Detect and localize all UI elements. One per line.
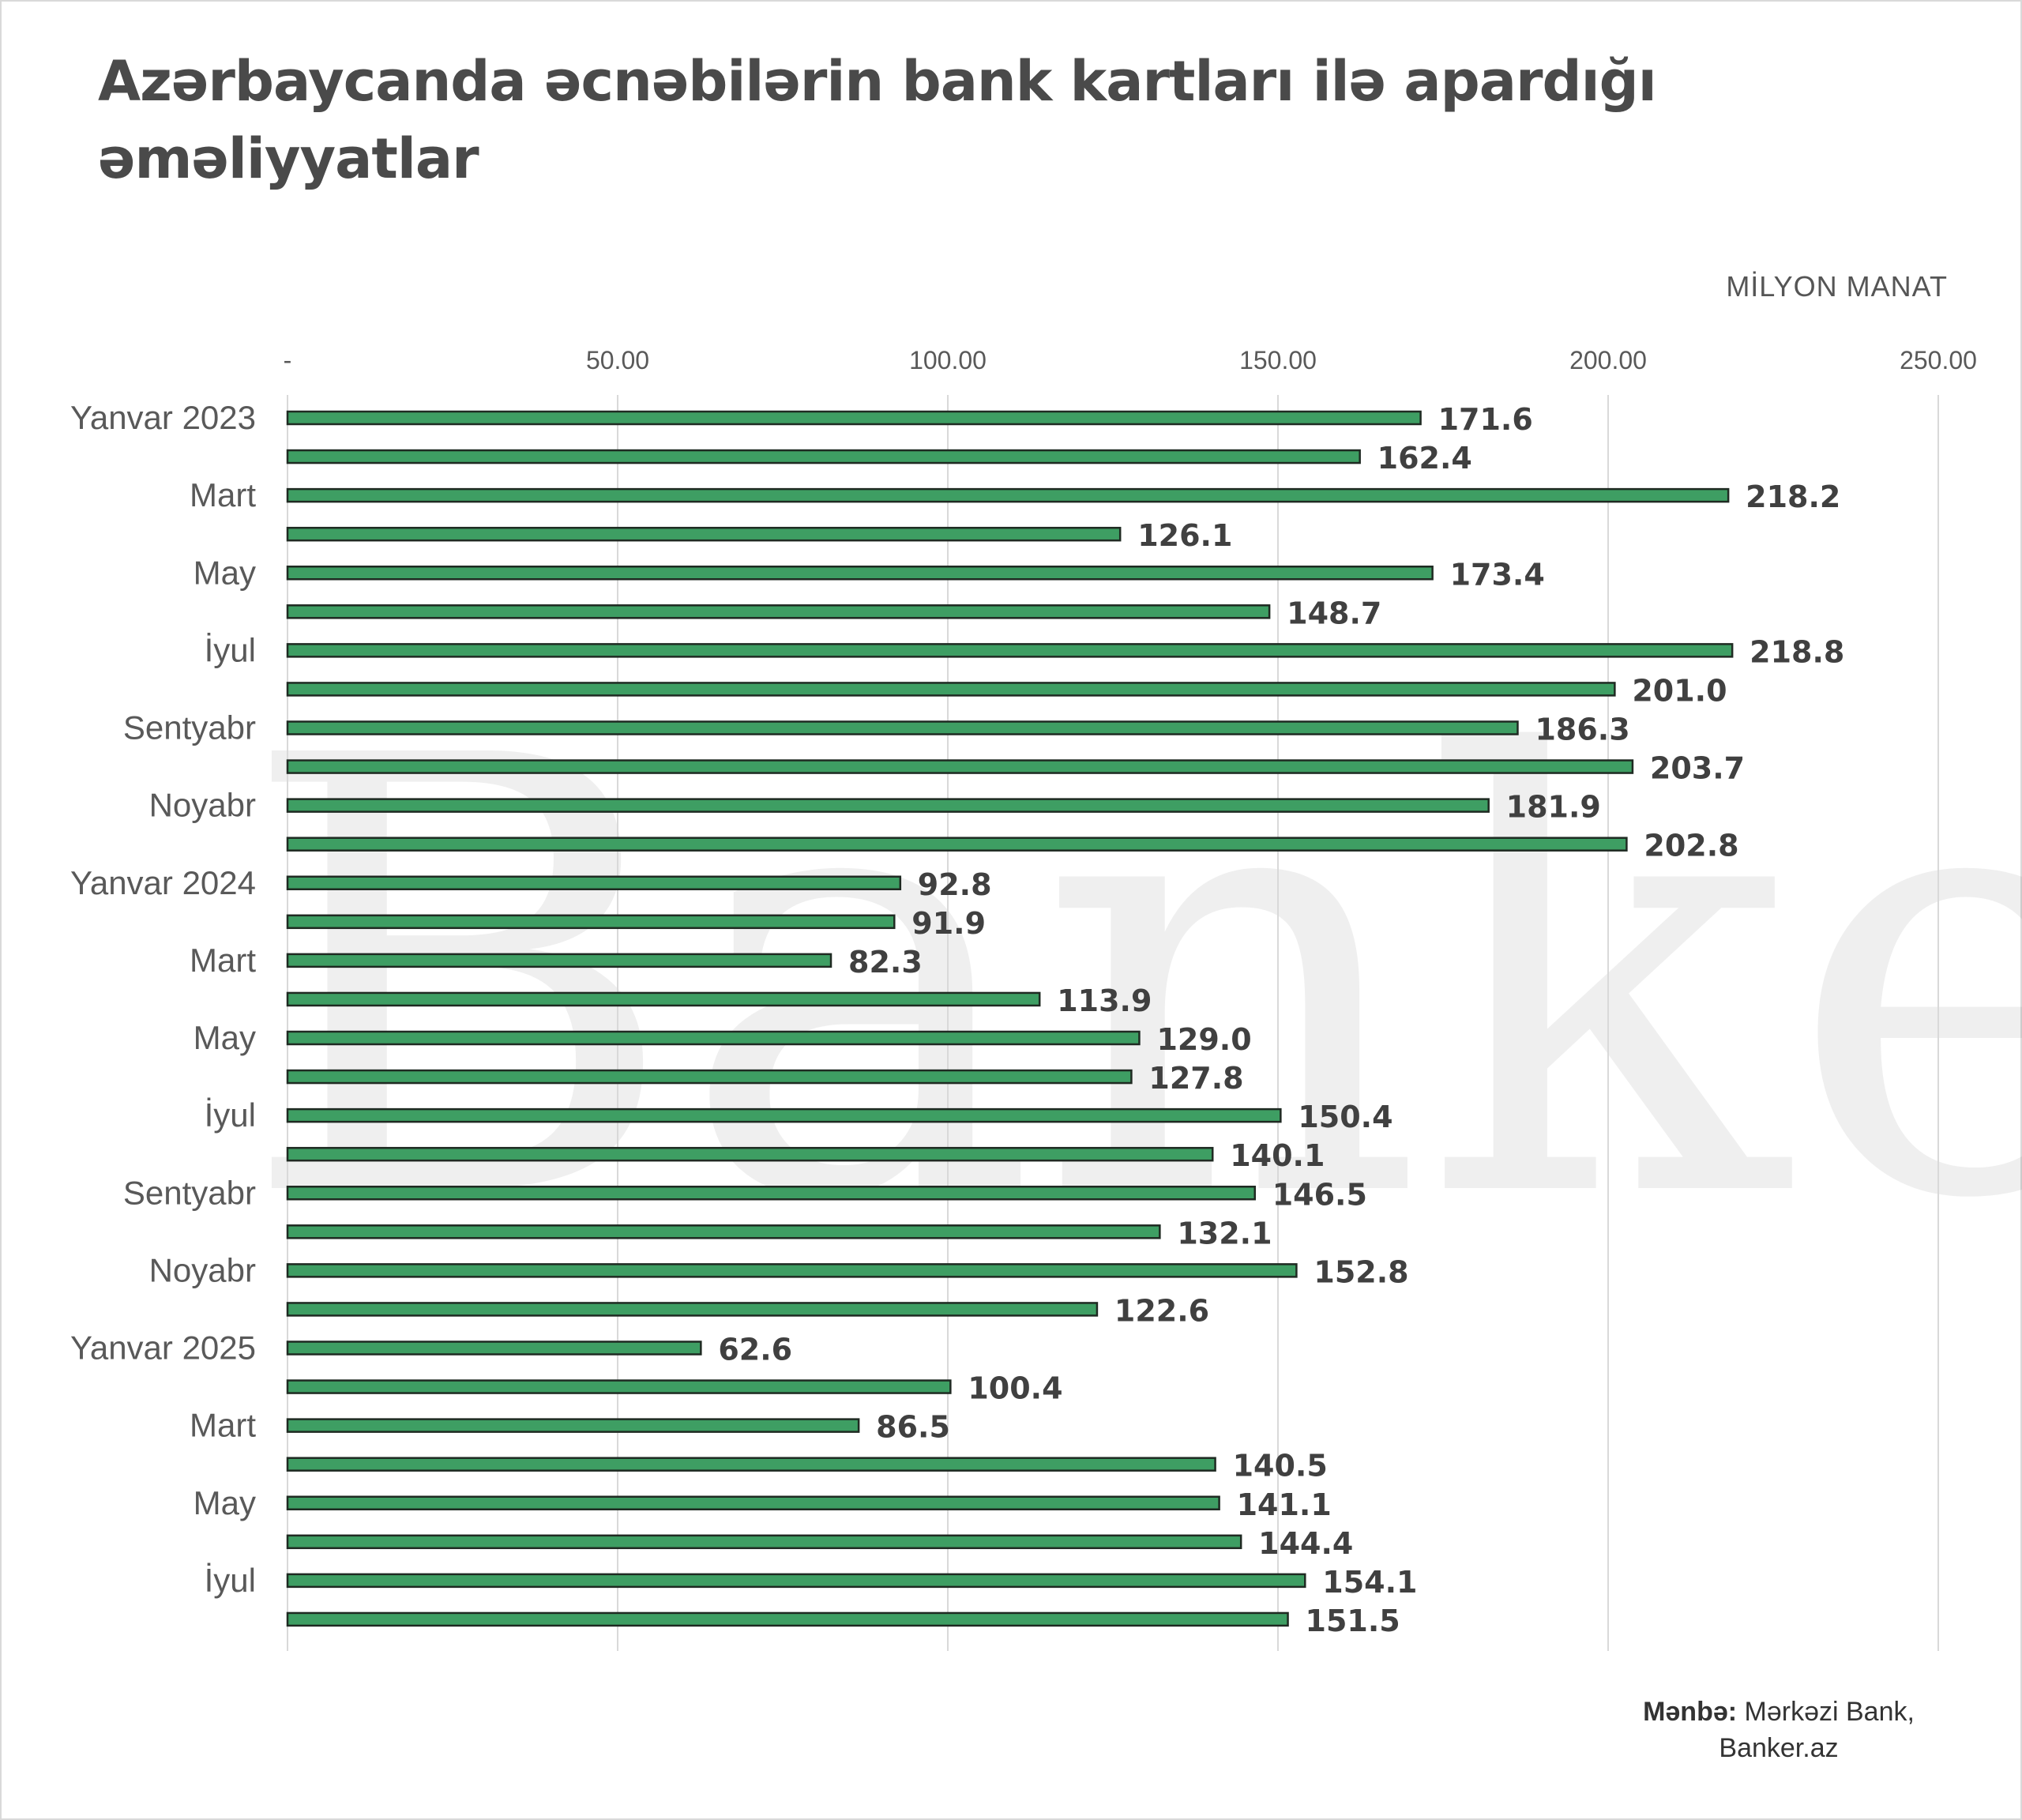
bar (286, 759, 1634, 774)
data-label: 202.8 (1644, 829, 1738, 863)
bar (286, 1379, 952, 1394)
data-label: 127.8 (1148, 1061, 1243, 1096)
y-category-label: Mart (190, 1407, 256, 1444)
bar (286, 410, 1422, 426)
data-label: 154.1 (1322, 1565, 1417, 1600)
y-category-label: Sentyabr (123, 1174, 256, 1211)
y-category-label: Yanvar 2025 (70, 1329, 256, 1367)
y-category-label: May (194, 1484, 256, 1521)
bar (286, 1224, 1161, 1239)
data-label: 91.9 (911, 906, 986, 941)
data-label: 151.5 (1306, 1604, 1400, 1638)
y-category-label: Noyabr (149, 787, 256, 824)
bar (286, 1030, 1141, 1046)
bar (286, 798, 1490, 813)
data-label: 144.4 (1258, 1526, 1353, 1561)
data-label: 218.2 (1746, 479, 1840, 514)
source-text-2: Banker.az (1719, 1733, 1839, 1763)
x-tick-label: 50.00 (586, 346, 649, 374)
x-tick-label: 250.00 (1900, 346, 1977, 374)
data-label: 218.8 (1750, 634, 1844, 669)
bar (286, 1418, 860, 1433)
data-label: 173.4 (1450, 557, 1545, 592)
bar (286, 875, 902, 890)
y-category-label: Yanvar 2024 (70, 864, 256, 901)
x-tick-label: - (284, 346, 292, 374)
data-label: 126.1 (1137, 518, 1232, 553)
bar (286, 1107, 1282, 1123)
bar (286, 837, 1628, 852)
data-label: 62.6 (718, 1333, 792, 1367)
y-category-label: Mart (190, 476, 256, 513)
x-tick-label: 200.00 (1569, 346, 1647, 374)
bar (286, 487, 1730, 503)
y-category-label: May (194, 554, 256, 591)
bar (286, 1186, 1256, 1201)
data-label: 113.9 (1057, 983, 1152, 1018)
bar (286, 1146, 1214, 1162)
source-note: Mənbə: Mərkəzi Bank, Banker.az (1581, 1694, 1976, 1766)
x-tick-label: 100.00 (909, 346, 987, 374)
data-label: 140.1 (1230, 1138, 1325, 1173)
bar (286, 449, 1361, 464)
unit-label: MİLYON MANAT (1726, 270, 1948, 303)
data-label: 86.5 (876, 1410, 950, 1445)
source-text-1: Mərkəzi Bank, (1744, 1697, 1915, 1727)
bar (286, 1573, 1306, 1589)
y-category-label: İyul (205, 631, 256, 668)
data-label: 129.0 (1156, 1022, 1251, 1057)
y-category-label: Mart (190, 942, 256, 979)
y-category-label: İyul (205, 1562, 256, 1599)
bar (286, 1341, 702, 1356)
bar (286, 1263, 1298, 1278)
bar (286, 682, 1616, 697)
data-label: 92.8 (918, 867, 992, 902)
y-category-label: Sentyabr (123, 709, 256, 746)
bar (286, 1534, 1242, 1550)
bar (286, 1457, 1216, 1472)
bar (286, 1495, 1220, 1510)
data-label: 201.0 (1632, 673, 1727, 708)
data-label: 141.1 (1237, 1487, 1332, 1522)
data-label: 203.7 (1650, 751, 1745, 786)
source-label: Mənbə: (1643, 1697, 1738, 1727)
y-category-label: May (194, 1019, 256, 1056)
data-label: 148.7 (1287, 596, 1381, 630)
bar (286, 526, 1122, 542)
data-label: 122.6 (1114, 1293, 1209, 1328)
data-label: 162.4 (1377, 441, 1472, 476)
data-label: 181.9 (1506, 790, 1601, 825)
data-label: 150.4 (1298, 1100, 1392, 1134)
bar (286, 1611, 1289, 1627)
bar (286, 991, 1041, 1007)
bar (286, 720, 1519, 735)
bar (286, 1069, 1133, 1085)
y-category-label: Noyabr (149, 1251, 256, 1288)
y-category-label: İyul (205, 1096, 256, 1134)
data-label: 132.1 (1177, 1216, 1272, 1250)
data-label: 140.5 (1233, 1449, 1328, 1483)
bar (286, 566, 1434, 581)
bar (286, 914, 896, 930)
data-label: 100.4 (968, 1371, 1062, 1406)
data-label: 152.8 (1314, 1254, 1408, 1289)
data-label: 82.3 (848, 945, 923, 980)
y-category-label: Yanvar 2023 (70, 399, 256, 436)
x-tick-label: 150.00 (1239, 346, 1317, 374)
data-label: 146.5 (1272, 1177, 1367, 1212)
bar (286, 643, 1734, 658)
data-label: 171.6 (1438, 402, 1533, 437)
data-label: 186.3 (1535, 713, 1629, 747)
chart-title: Azərbaycanda əcnəbilərin bank kartları i… (98, 49, 1657, 191)
bar (286, 1302, 1099, 1317)
bar (286, 953, 832, 968)
bar (286, 604, 1271, 619)
